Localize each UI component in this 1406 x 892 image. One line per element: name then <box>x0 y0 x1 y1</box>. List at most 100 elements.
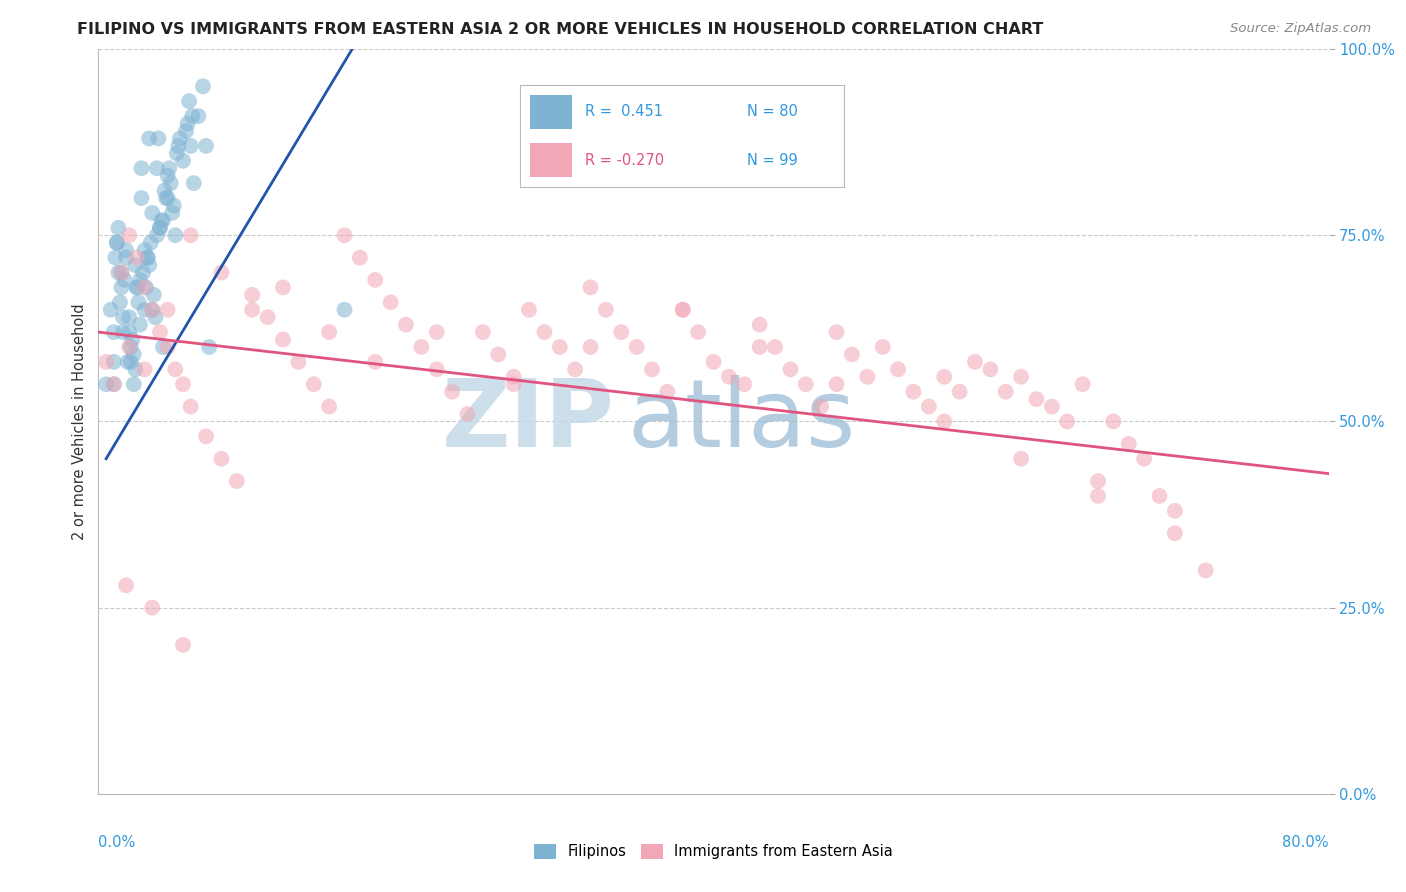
Point <box>138 131 160 145</box>
Point <box>107 220 129 235</box>
Point <box>872 340 894 354</box>
Point <box>129 273 152 287</box>
Point <box>181 109 204 123</box>
Point <box>159 176 181 190</box>
Point <box>153 184 176 198</box>
Point <box>134 302 156 317</box>
Text: atlas: atlas <box>627 376 856 467</box>
Point <box>183 176 205 190</box>
Point <box>166 146 188 161</box>
Point <box>610 325 633 339</box>
Point <box>118 310 141 325</box>
Point <box>688 325 710 339</box>
Point <box>103 355 125 369</box>
Point <box>136 251 159 265</box>
Point <box>115 251 138 265</box>
Point <box>131 161 153 176</box>
Text: Source: ZipAtlas.com: Source: ZipAtlas.com <box>1230 22 1371 36</box>
Point <box>132 266 155 280</box>
Point <box>318 400 340 414</box>
Point <box>121 333 143 347</box>
Point <box>139 235 162 250</box>
Point <box>1056 414 1078 429</box>
Point <box>1087 489 1109 503</box>
Point <box>717 369 740 384</box>
Point <box>157 161 180 176</box>
Point <box>120 355 142 369</box>
Point <box>256 310 278 325</box>
Point <box>672 302 695 317</box>
Point <box>918 400 941 414</box>
Point <box>172 638 194 652</box>
Point <box>112 310 135 325</box>
Point <box>333 302 356 317</box>
Point <box>903 384 925 399</box>
Point <box>143 310 166 325</box>
Point <box>271 280 294 294</box>
Point <box>1149 489 1171 503</box>
Point <box>579 340 602 354</box>
Point <box>195 429 218 443</box>
Text: N = 80: N = 80 <box>747 104 797 120</box>
Point <box>127 295 149 310</box>
Point <box>114 273 136 287</box>
Point <box>271 333 294 347</box>
Point <box>1087 474 1109 488</box>
Point <box>103 377 125 392</box>
Point <box>179 94 201 108</box>
Point <box>748 340 770 354</box>
Point <box>112 325 135 339</box>
Point <box>187 109 209 123</box>
Point <box>148 131 170 145</box>
Point <box>641 362 664 376</box>
Point <box>763 340 786 354</box>
Legend: Filipinos, Immigrants from Eastern Asia: Filipinos, Immigrants from Eastern Asia <box>529 838 898 865</box>
Point <box>302 377 325 392</box>
Point <box>457 407 479 421</box>
Point <box>825 377 848 392</box>
Point <box>240 288 263 302</box>
Point <box>115 243 138 257</box>
Point <box>626 340 648 354</box>
Point <box>104 251 127 265</box>
Point <box>180 228 202 243</box>
Point <box>748 318 770 332</box>
Point <box>825 325 848 339</box>
Point <box>1010 369 1032 384</box>
Point <box>138 258 160 272</box>
Point <box>672 302 695 317</box>
Text: FILIPINO VS IMMIGRANTS FROM EASTERN ASIA 2 OR MORE VEHICLES IN HOUSEHOLD CORRELA: FILIPINO VS IMMIGRANTS FROM EASTERN ASIA… <box>77 22 1043 37</box>
Point <box>963 355 986 369</box>
Point <box>100 302 122 317</box>
Text: R =  0.451: R = 0.451 <box>585 104 662 120</box>
Text: 80.0%: 80.0% <box>1282 835 1329 850</box>
Point <box>108 295 131 310</box>
Point <box>117 355 139 369</box>
Point <box>211 266 233 280</box>
Point <box>172 153 194 168</box>
Point <box>122 377 145 392</box>
Point <box>118 325 141 339</box>
Point <box>1010 451 1032 466</box>
Point <box>1071 377 1094 392</box>
Point <box>169 131 191 145</box>
Point <box>162 206 183 220</box>
Point <box>411 340 433 354</box>
Point <box>240 302 263 317</box>
Point <box>364 273 387 287</box>
Point <box>703 355 725 369</box>
Point <box>105 235 128 250</box>
Point <box>152 213 174 227</box>
Point <box>517 302 540 317</box>
Point <box>380 295 402 310</box>
Point <box>125 280 148 294</box>
Point <box>120 340 142 354</box>
Point <box>949 384 972 399</box>
Point <box>1195 564 1218 578</box>
Y-axis label: 2 or more Vehicles in Household: 2 or more Vehicles in Household <box>72 303 87 540</box>
Point <box>124 258 146 272</box>
Point <box>94 377 117 392</box>
Point <box>115 578 138 592</box>
Point <box>979 362 1001 376</box>
Point <box>595 302 617 317</box>
